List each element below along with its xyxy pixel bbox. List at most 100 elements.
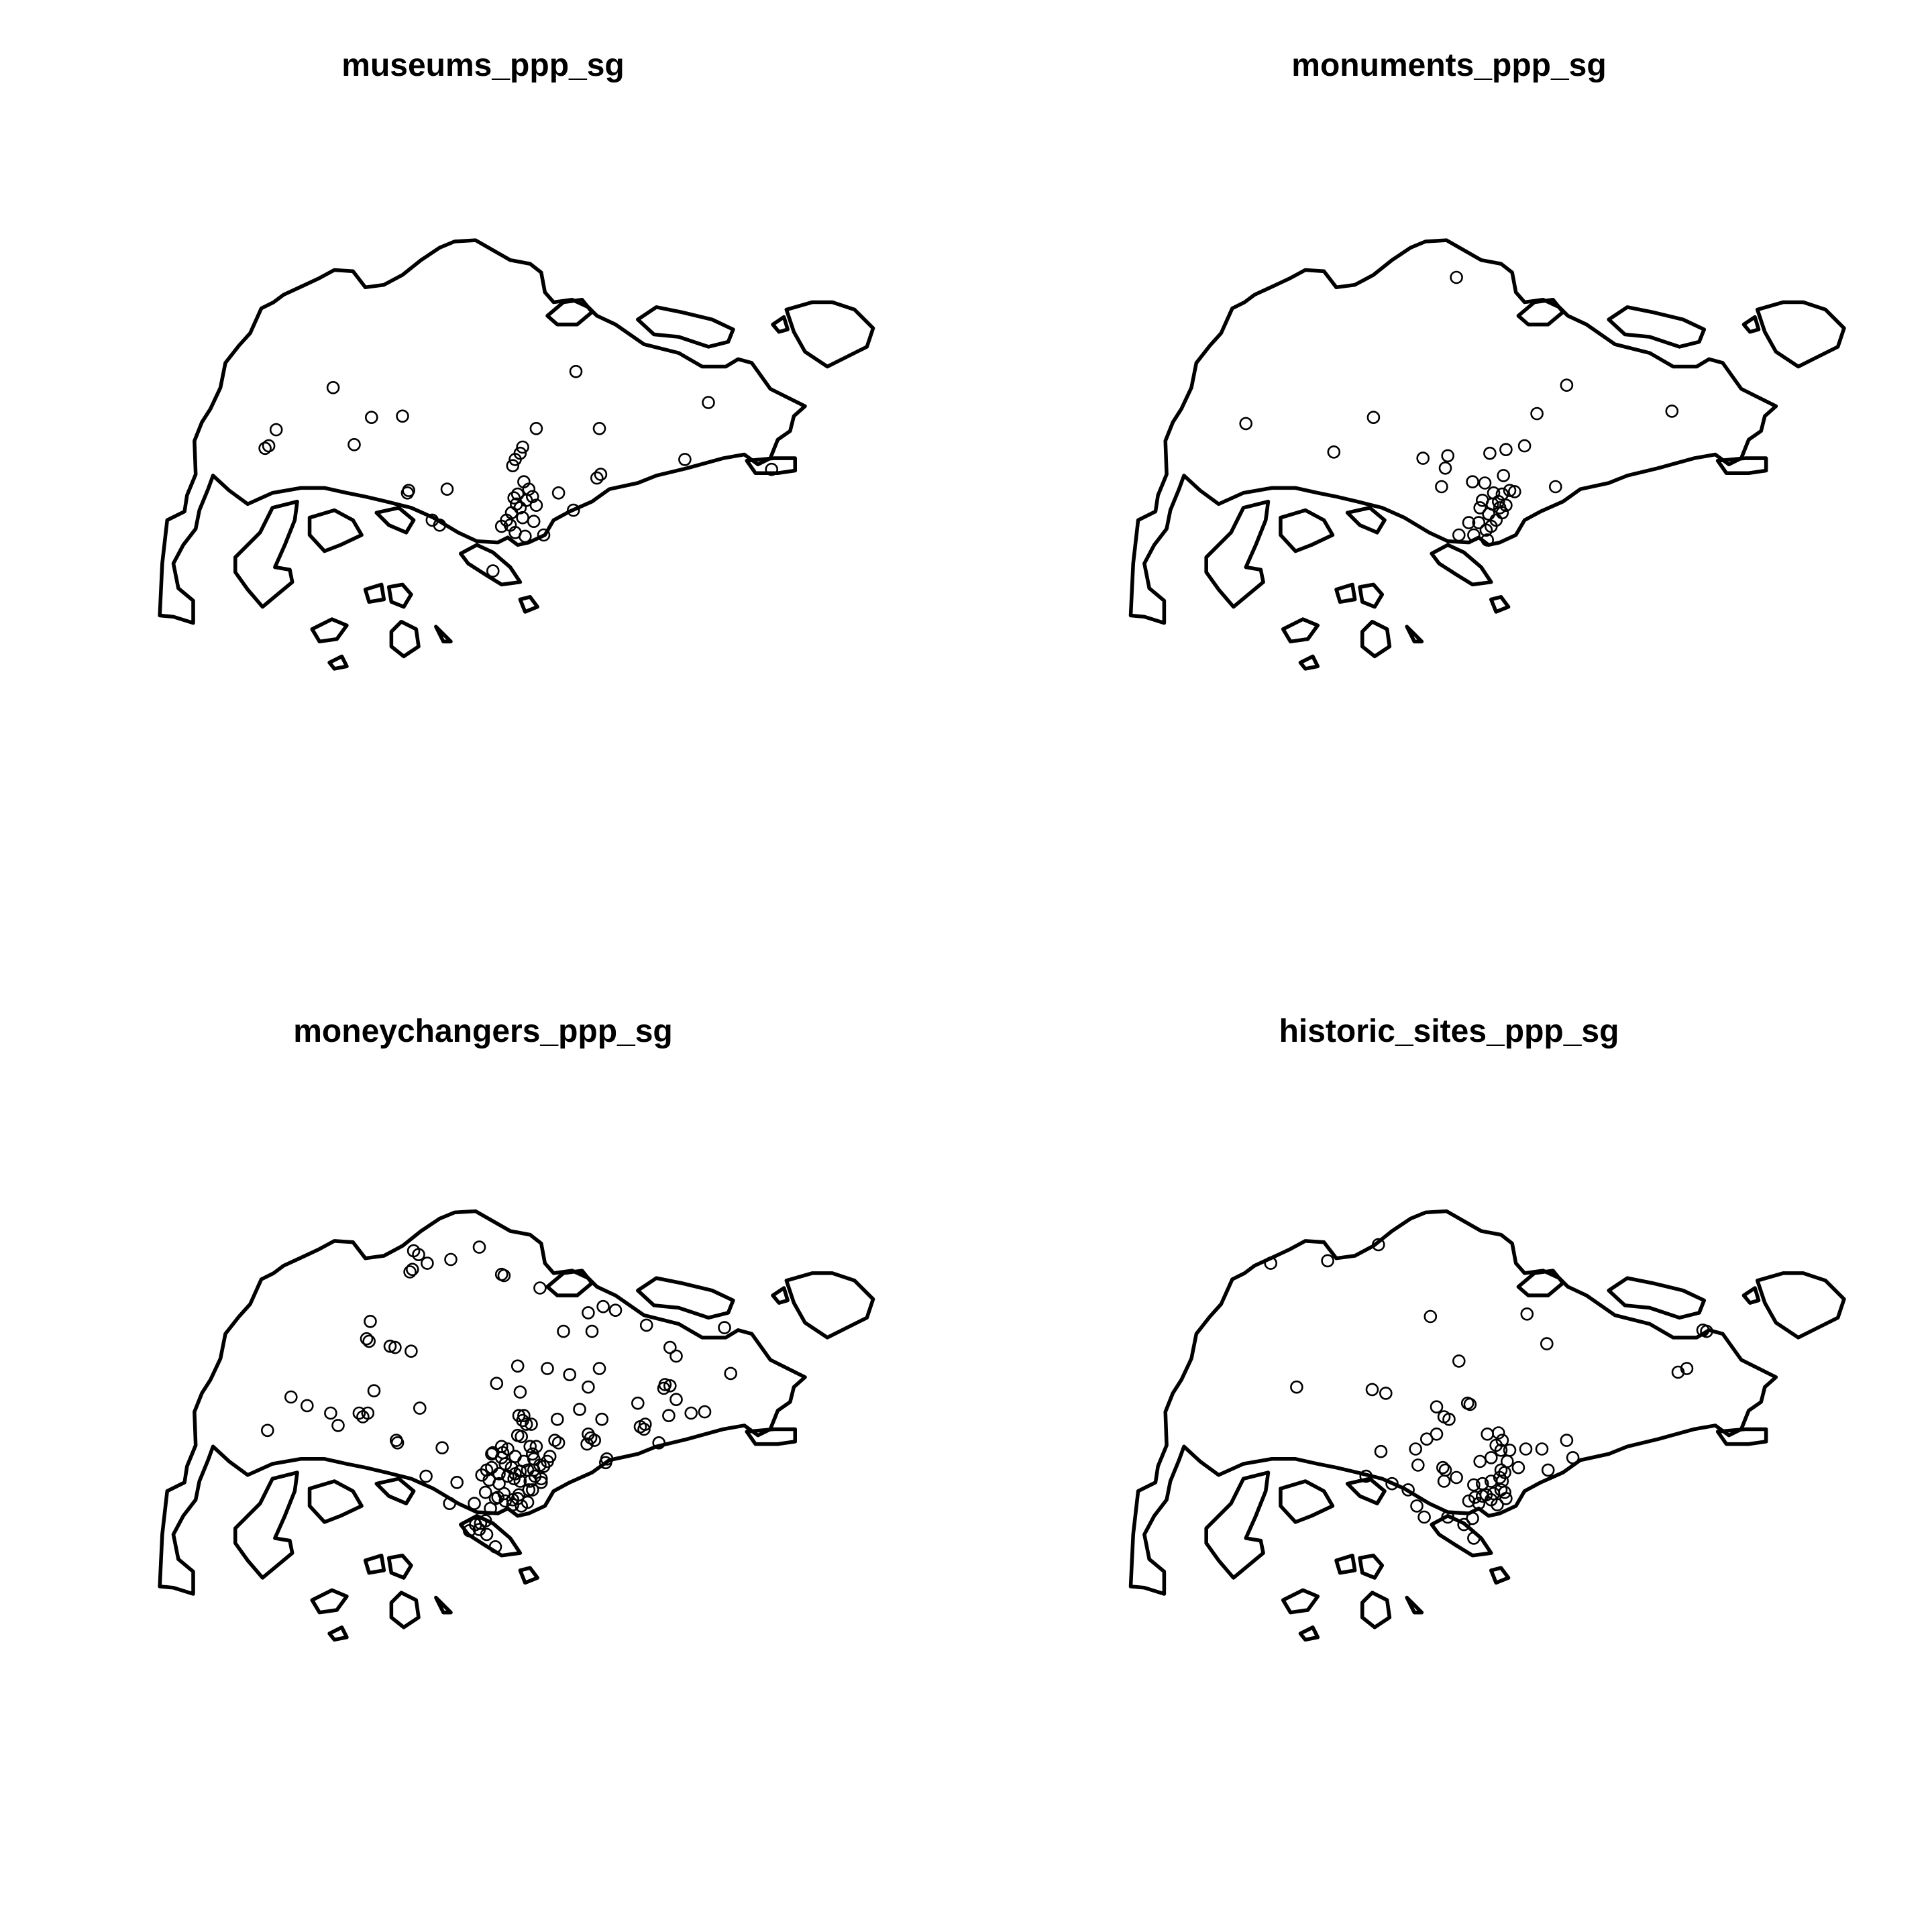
site-point bbox=[396, 409, 409, 423]
site-point bbox=[1467, 1478, 1481, 1492]
panel-moneychangers: moneychangers_ppp_sg bbox=[0, 966, 966, 1932]
site-point bbox=[506, 1493, 520, 1507]
site-point bbox=[1441, 1510, 1455, 1524]
site-point bbox=[1478, 476, 1492, 490]
site-point bbox=[639, 1318, 653, 1332]
site-point bbox=[598, 1456, 612, 1470]
site-point bbox=[1484, 1451, 1498, 1464]
site-point bbox=[573, 1403, 586, 1416]
site-point bbox=[684, 1406, 698, 1420]
site-point bbox=[1491, 494, 1505, 508]
site-point bbox=[1499, 1491, 1513, 1505]
site-point bbox=[260, 1424, 274, 1438]
site-point bbox=[1498, 1485, 1511, 1499]
site-point bbox=[765, 462, 778, 476]
site-point bbox=[462, 1523, 476, 1538]
site-point bbox=[724, 1366, 737, 1381]
site-point bbox=[582, 1306, 595, 1320]
site-point bbox=[663, 1379, 677, 1393]
site-point bbox=[1535, 1442, 1549, 1456]
site-point bbox=[1457, 1517, 1471, 1532]
site-point bbox=[435, 1441, 449, 1455]
site-point bbox=[478, 1485, 492, 1499]
site-point bbox=[1438, 461, 1452, 475]
point-layer bbox=[1239, 270, 1679, 547]
site-point bbox=[1473, 501, 1487, 515]
site-point bbox=[1374, 1444, 1388, 1458]
site-point bbox=[534, 1475, 548, 1489]
site-point bbox=[541, 1362, 554, 1375]
site-point bbox=[1497, 469, 1511, 482]
site-point bbox=[1365, 1383, 1379, 1397]
site-point bbox=[508, 525, 522, 539]
site-point bbox=[1462, 1494, 1476, 1508]
site-point bbox=[486, 1446, 500, 1460]
site-point bbox=[637, 1422, 651, 1436]
site-point bbox=[678, 453, 692, 466]
site-point bbox=[1466, 1511, 1479, 1525]
panel-title: museums_ppp_sg bbox=[341, 48, 625, 83]
site-point bbox=[663, 1340, 677, 1354]
site-point bbox=[403, 1265, 417, 1279]
site-point bbox=[585, 1324, 599, 1338]
site-point bbox=[324, 1406, 337, 1420]
site-point bbox=[1507, 485, 1521, 498]
site-point bbox=[364, 411, 378, 425]
site-point bbox=[1441, 449, 1455, 463]
site-point bbox=[588, 1434, 602, 1447]
site-point bbox=[1321, 1254, 1334, 1268]
site-point bbox=[419, 1469, 433, 1483]
map-plot bbox=[158, 238, 875, 671]
site-point bbox=[1416, 451, 1430, 465]
site-point bbox=[1437, 1474, 1451, 1488]
site-point bbox=[1430, 1400, 1444, 1414]
site-point bbox=[525, 1417, 538, 1431]
site-point bbox=[1520, 1307, 1534, 1321]
site-point bbox=[1485, 497, 1499, 511]
site-point bbox=[1424, 1309, 1438, 1324]
site-point bbox=[1239, 417, 1253, 431]
site-point bbox=[543, 1450, 557, 1463]
site-point bbox=[269, 423, 283, 437]
site-point bbox=[550, 1412, 564, 1426]
site-point bbox=[1503, 484, 1517, 497]
site-point bbox=[1327, 445, 1341, 459]
site-point bbox=[590, 471, 604, 485]
site-point bbox=[472, 1240, 486, 1254]
site-point bbox=[1371, 1238, 1385, 1252]
site-point bbox=[1438, 1463, 1452, 1477]
site-point bbox=[506, 1498, 520, 1511]
site-point bbox=[1481, 1427, 1495, 1441]
site-point bbox=[1467, 528, 1481, 542]
site-point bbox=[433, 518, 447, 532]
site-point bbox=[592, 421, 606, 435]
site-point bbox=[1452, 528, 1466, 542]
site-point bbox=[405, 1263, 419, 1277]
site-point bbox=[444, 1252, 458, 1267]
site-point bbox=[517, 1454, 531, 1468]
site-point bbox=[412, 1248, 425, 1262]
site-point bbox=[1503, 1443, 1517, 1457]
panel-title: moneychangers_ppp_sg bbox=[293, 1014, 673, 1049]
site-point bbox=[1419, 1432, 1434, 1446]
site-point bbox=[1417, 1510, 1431, 1524]
site-point bbox=[548, 1434, 561, 1447]
site-point bbox=[525, 1483, 539, 1497]
coastline-outline bbox=[1128, 238, 1846, 671]
coastline-outline bbox=[158, 238, 875, 671]
site-point bbox=[657, 1381, 671, 1395]
site-point bbox=[718, 1321, 731, 1334]
site-point bbox=[698, 1405, 712, 1419]
panel-monuments: monuments_ppp_sg bbox=[966, 0, 1932, 966]
panel-museums: museums_ppp_sg bbox=[0, 0, 966, 966]
coastline-outline bbox=[158, 1209, 875, 1642]
site-point bbox=[1548, 480, 1562, 494]
site-point bbox=[501, 1469, 515, 1483]
site-point bbox=[513, 1385, 527, 1399]
site-point bbox=[1517, 439, 1532, 453]
site-point bbox=[529, 1440, 543, 1454]
site-point bbox=[533, 1281, 547, 1295]
panel-title: monuments_ppp_sg bbox=[1291, 48, 1607, 83]
site-point bbox=[300, 1399, 314, 1413]
site-point bbox=[480, 1527, 494, 1542]
